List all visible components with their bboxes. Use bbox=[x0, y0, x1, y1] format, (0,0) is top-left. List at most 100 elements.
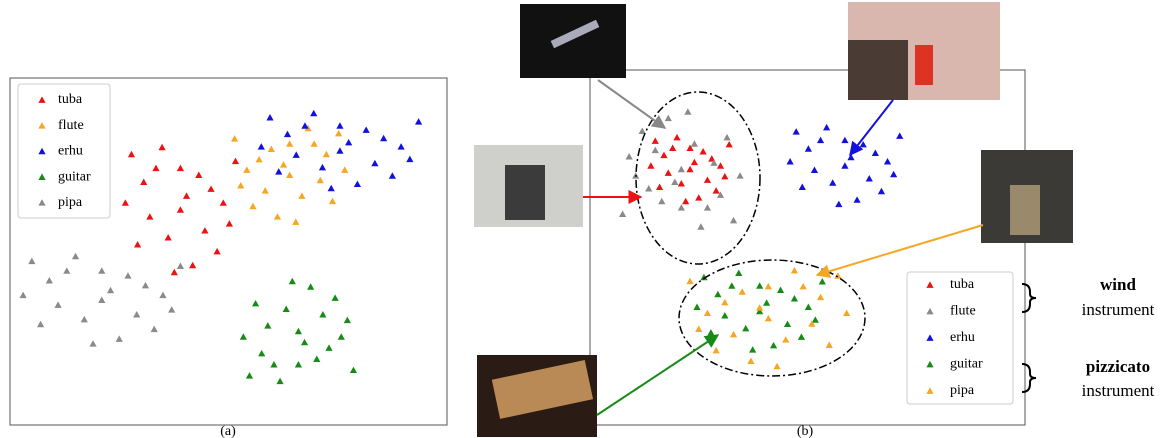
point bbox=[335, 129, 343, 137]
legend-marker bbox=[926, 307, 934, 315]
annotation: wind bbox=[1100, 275, 1136, 294]
point bbox=[677, 180, 685, 187]
point bbox=[134, 240, 142, 248]
legend-label: tuba bbox=[950, 277, 975, 292]
point bbox=[816, 293, 825, 301]
point bbox=[818, 277, 826, 285]
point bbox=[261, 187, 269, 194]
brace bbox=[1021, 363, 1037, 393]
point bbox=[301, 122, 309, 129]
point bbox=[714, 290, 722, 298]
point bbox=[343, 316, 351, 324]
point bbox=[883, 157, 892, 165]
point bbox=[853, 196, 861, 203]
point bbox=[707, 329, 715, 336]
point bbox=[327, 184, 335, 192]
point bbox=[673, 133, 681, 141]
point bbox=[736, 172, 744, 179]
point bbox=[336, 147, 344, 154]
braces bbox=[1021, 283, 1037, 393]
point bbox=[207, 185, 215, 192]
point bbox=[686, 144, 694, 151]
point bbox=[721, 172, 729, 180]
photo-detail bbox=[550, 19, 600, 49]
point bbox=[764, 314, 772, 322]
point bbox=[249, 202, 257, 210]
point bbox=[239, 333, 247, 340]
point bbox=[721, 298, 729, 306]
point bbox=[695, 325, 703, 333]
point bbox=[170, 268, 178, 276]
point bbox=[671, 178, 679, 186]
legend-label: tuba bbox=[58, 92, 83, 107]
legend-marker bbox=[38, 147, 46, 155]
point bbox=[686, 165, 694, 173]
point bbox=[71, 252, 80, 260]
point bbox=[790, 295, 799, 302]
legend-marker bbox=[38, 199, 46, 206]
point bbox=[310, 140, 318, 147]
point bbox=[380, 134, 388, 142]
point bbox=[298, 192, 306, 199]
point bbox=[823, 123, 831, 131]
point bbox=[282, 305, 290, 312]
point bbox=[325, 344, 333, 351]
point bbox=[797, 333, 806, 340]
point bbox=[808, 320, 816, 327]
point bbox=[651, 137, 659, 144]
point bbox=[266, 113, 274, 121]
point bbox=[697, 223, 705, 230]
point bbox=[255, 155, 263, 163]
point bbox=[337, 333, 345, 340]
photo-detail bbox=[491, 360, 594, 419]
legend-label: erhu bbox=[58, 144, 83, 159]
point bbox=[825, 341, 833, 349]
point bbox=[307, 283, 315, 290]
arrow bbox=[815, 224, 984, 279]
point bbox=[835, 200, 843, 208]
point bbox=[152, 164, 160, 172]
point bbox=[695, 194, 703, 201]
point bbox=[682, 197, 690, 205]
point bbox=[664, 114, 672, 122]
point bbox=[349, 366, 358, 374]
point bbox=[195, 171, 203, 179]
point bbox=[115, 335, 123, 342]
point bbox=[294, 361, 303, 368]
point bbox=[703, 204, 712, 211]
point bbox=[664, 169, 672, 176]
point bbox=[677, 165, 685, 173]
point bbox=[80, 315, 88, 323]
point bbox=[625, 153, 633, 160]
point bbox=[243, 166, 251, 173]
point bbox=[270, 361, 278, 368]
point bbox=[98, 296, 106, 303]
point bbox=[388, 172, 396, 179]
point bbox=[690, 158, 698, 166]
legend-marker bbox=[926, 281, 934, 288]
point bbox=[176, 206, 185, 213]
point bbox=[89, 340, 97, 347]
point bbox=[54, 301, 62, 308]
point bbox=[738, 288, 746, 295]
point bbox=[847, 153, 855, 161]
point bbox=[164, 234, 172, 241]
point bbox=[703, 309, 712, 317]
point bbox=[121, 199, 129, 206]
annotation: instrument bbox=[1082, 300, 1155, 319]
point bbox=[763, 299, 771, 306]
legend-label: pipa bbox=[58, 195, 83, 210]
point bbox=[245, 372, 254, 379]
point bbox=[45, 277, 53, 284]
point bbox=[141, 281, 150, 289]
point bbox=[292, 218, 300, 225]
caption: (b) bbox=[797, 424, 814, 438]
point bbox=[267, 145, 275, 153]
point bbox=[313, 355, 321, 362]
point bbox=[841, 162, 849, 169]
point bbox=[237, 181, 245, 189]
point bbox=[231, 157, 240, 165]
point bbox=[288, 277, 296, 285]
point bbox=[742, 324, 750, 332]
